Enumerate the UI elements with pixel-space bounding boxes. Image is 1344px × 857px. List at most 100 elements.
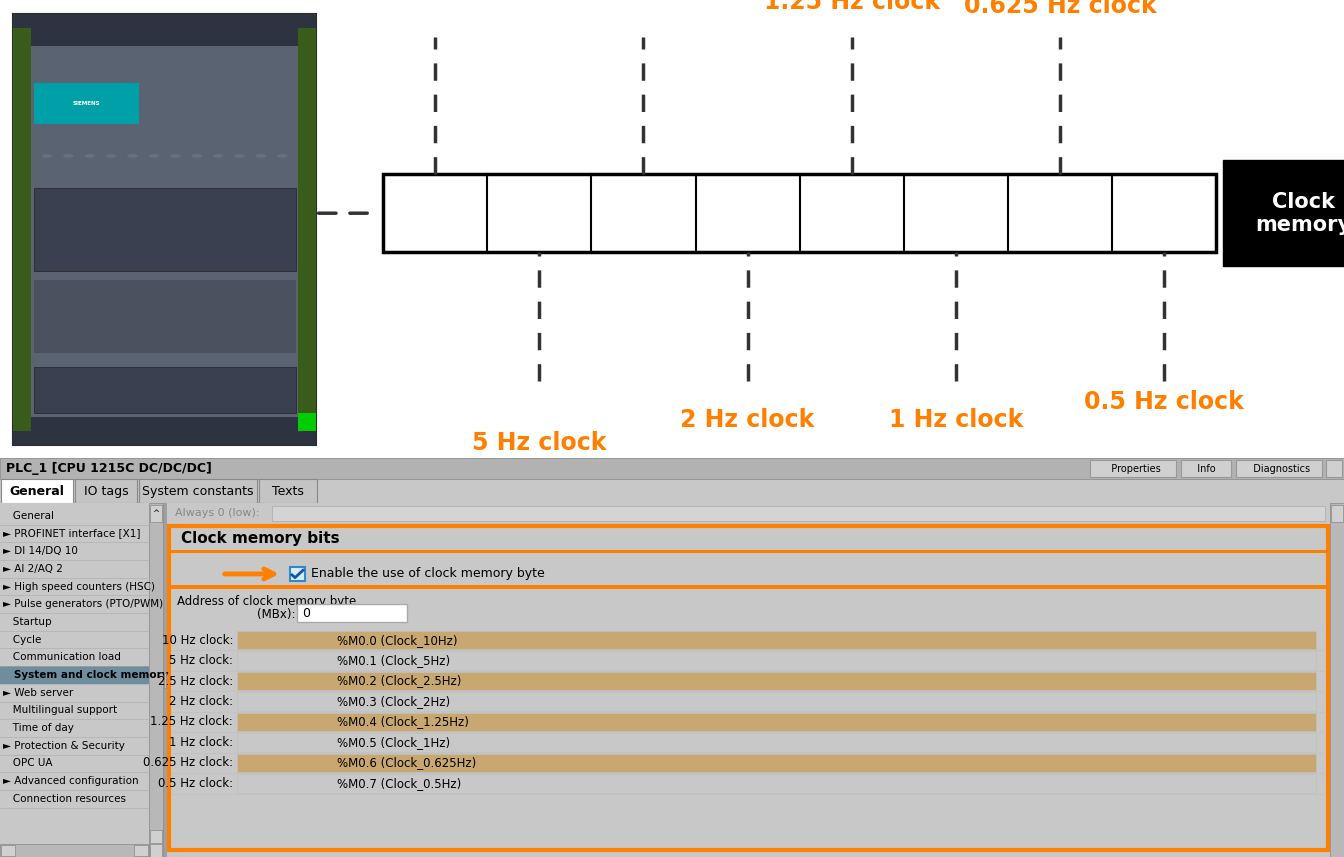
Bar (169, 525, 1328, 849)
Bar (0, 790, 149, 807)
Text: ► DI 14/DQ 10: ► DI 14/DQ 10 (3, 546, 78, 556)
Bar (1181, 460, 1231, 477)
Bar (34, 279, 296, 353)
Text: General: General (3, 511, 54, 521)
Text: 1.25 Hz clock: 1.25 Hz clock (763, 0, 939, 14)
Bar (1236, 460, 1322, 477)
Circle shape (234, 154, 245, 158)
Bar (0, 631, 149, 649)
Bar (298, 27, 316, 431)
Bar (151, 844, 163, 857)
Text: ► AI 2/AQ 2: ► AI 2/AQ 2 (3, 564, 63, 574)
Bar (0, 649, 149, 666)
Text: ► Advanced configuration: ► Advanced configuration (3, 776, 138, 786)
Bar (0, 844, 149, 857)
Text: %M0.5 (Clock_1Hz): %M0.5 (Clock_1Hz) (337, 736, 450, 749)
Bar (149, 503, 163, 857)
Bar (13, 14, 316, 445)
Bar (237, 713, 1316, 731)
Bar (1223, 160, 1344, 266)
Bar (297, 603, 407, 622)
Text: ► Web server: ► Web server (3, 687, 74, 698)
Bar (0, 719, 149, 737)
Bar (237, 774, 1316, 793)
Bar (0, 542, 149, 560)
Bar (1, 845, 15, 856)
Bar (1, 479, 73, 503)
Text: 1 Hz clock: 1 Hz clock (888, 408, 1023, 432)
Bar (34, 367, 296, 413)
Circle shape (128, 154, 138, 158)
Text: Enable the use of clock memory byte: Enable the use of clock memory byte (310, 567, 544, 580)
Bar (290, 567, 305, 581)
Text: General: General (9, 484, 65, 498)
Bar (0, 596, 149, 613)
Bar (237, 734, 1316, 752)
Bar (13, 14, 316, 46)
Text: Clock memory bits: Clock memory bits (181, 531, 340, 546)
Text: 0: 0 (302, 607, 310, 620)
Text: 10 Hz clock:: 10 Hz clock: (161, 633, 233, 646)
Text: 0.5 Hz clock: 0.5 Hz clock (1085, 390, 1245, 414)
Bar (169, 585, 1328, 589)
Text: (MBx):: (MBx): (257, 608, 296, 621)
Bar (1327, 460, 1343, 477)
Text: %M0.6 (Clock_0.625Hz): %M0.6 (Clock_0.625Hz) (337, 757, 476, 770)
Bar (383, 174, 1216, 252)
Bar (0, 613, 149, 631)
Text: %M0.1 (Clock_5Hz): %M0.1 (Clock_5Hz) (337, 654, 450, 667)
Bar (163, 503, 167, 857)
Circle shape (191, 154, 202, 158)
Bar (75, 479, 137, 503)
Text: ► Pulse generators (PTO/PWM): ► Pulse generators (PTO/PWM) (3, 599, 163, 609)
Text: Startup: Startup (3, 617, 51, 627)
Circle shape (63, 154, 74, 158)
Text: ^: ^ (152, 509, 160, 518)
Bar (1090, 460, 1176, 477)
Bar (151, 505, 163, 522)
Bar (271, 506, 1325, 521)
Text: Info: Info (1191, 464, 1222, 474)
Text: Communication load: Communication load (3, 652, 121, 662)
Bar (0, 684, 149, 702)
Text: ► PROFINET interface [X1]: ► PROFINET interface [X1] (3, 529, 141, 538)
Circle shape (169, 154, 180, 158)
Bar (164, 673, 167, 687)
Circle shape (277, 154, 288, 158)
Bar (34, 188, 296, 271)
Text: 5 Hz clock: 5 Hz clock (472, 431, 606, 455)
Bar (138, 479, 257, 503)
Text: 1.25 Hz clock:: 1.25 Hz clock: (151, 716, 233, 728)
Text: 2 Hz clock:: 2 Hz clock: (169, 695, 233, 708)
Text: ► High speed counters (HSC): ► High speed counters (HSC) (3, 582, 155, 591)
Bar (0, 772, 149, 790)
Bar (237, 692, 1316, 710)
Text: Multilingual support: Multilingual support (3, 705, 117, 716)
Bar (0, 754, 149, 772)
Bar (0, 503, 163, 857)
Text: 0.625 Hz clock:: 0.625 Hz clock: (142, 757, 233, 770)
Bar (151, 830, 163, 843)
Text: OPC UA: OPC UA (3, 758, 52, 769)
Bar (169, 549, 1328, 554)
Text: PLC_1 [CPU 1215C DC/DC/DC]: PLC_1 [CPU 1215C DC/DC/DC] (5, 462, 212, 476)
Text: Texts: Texts (271, 484, 304, 498)
Circle shape (212, 154, 223, 158)
Text: Properties: Properties (1105, 464, 1161, 474)
Text: Cycle: Cycle (3, 634, 42, 644)
Circle shape (85, 154, 95, 158)
Bar (13, 417, 316, 445)
Bar (134, 845, 148, 856)
Bar (237, 753, 1316, 772)
Text: Connection resources: Connection resources (3, 794, 126, 804)
Circle shape (42, 154, 52, 158)
Bar (237, 672, 1316, 691)
Bar (0, 524, 149, 542)
Bar (1331, 505, 1343, 522)
Text: IO tags: IO tags (83, 484, 128, 498)
Text: Clock
memory: Clock memory (1255, 192, 1344, 235)
Bar (298, 413, 316, 431)
Bar (167, 503, 1331, 524)
Bar (259, 479, 317, 503)
Bar (237, 651, 1316, 670)
